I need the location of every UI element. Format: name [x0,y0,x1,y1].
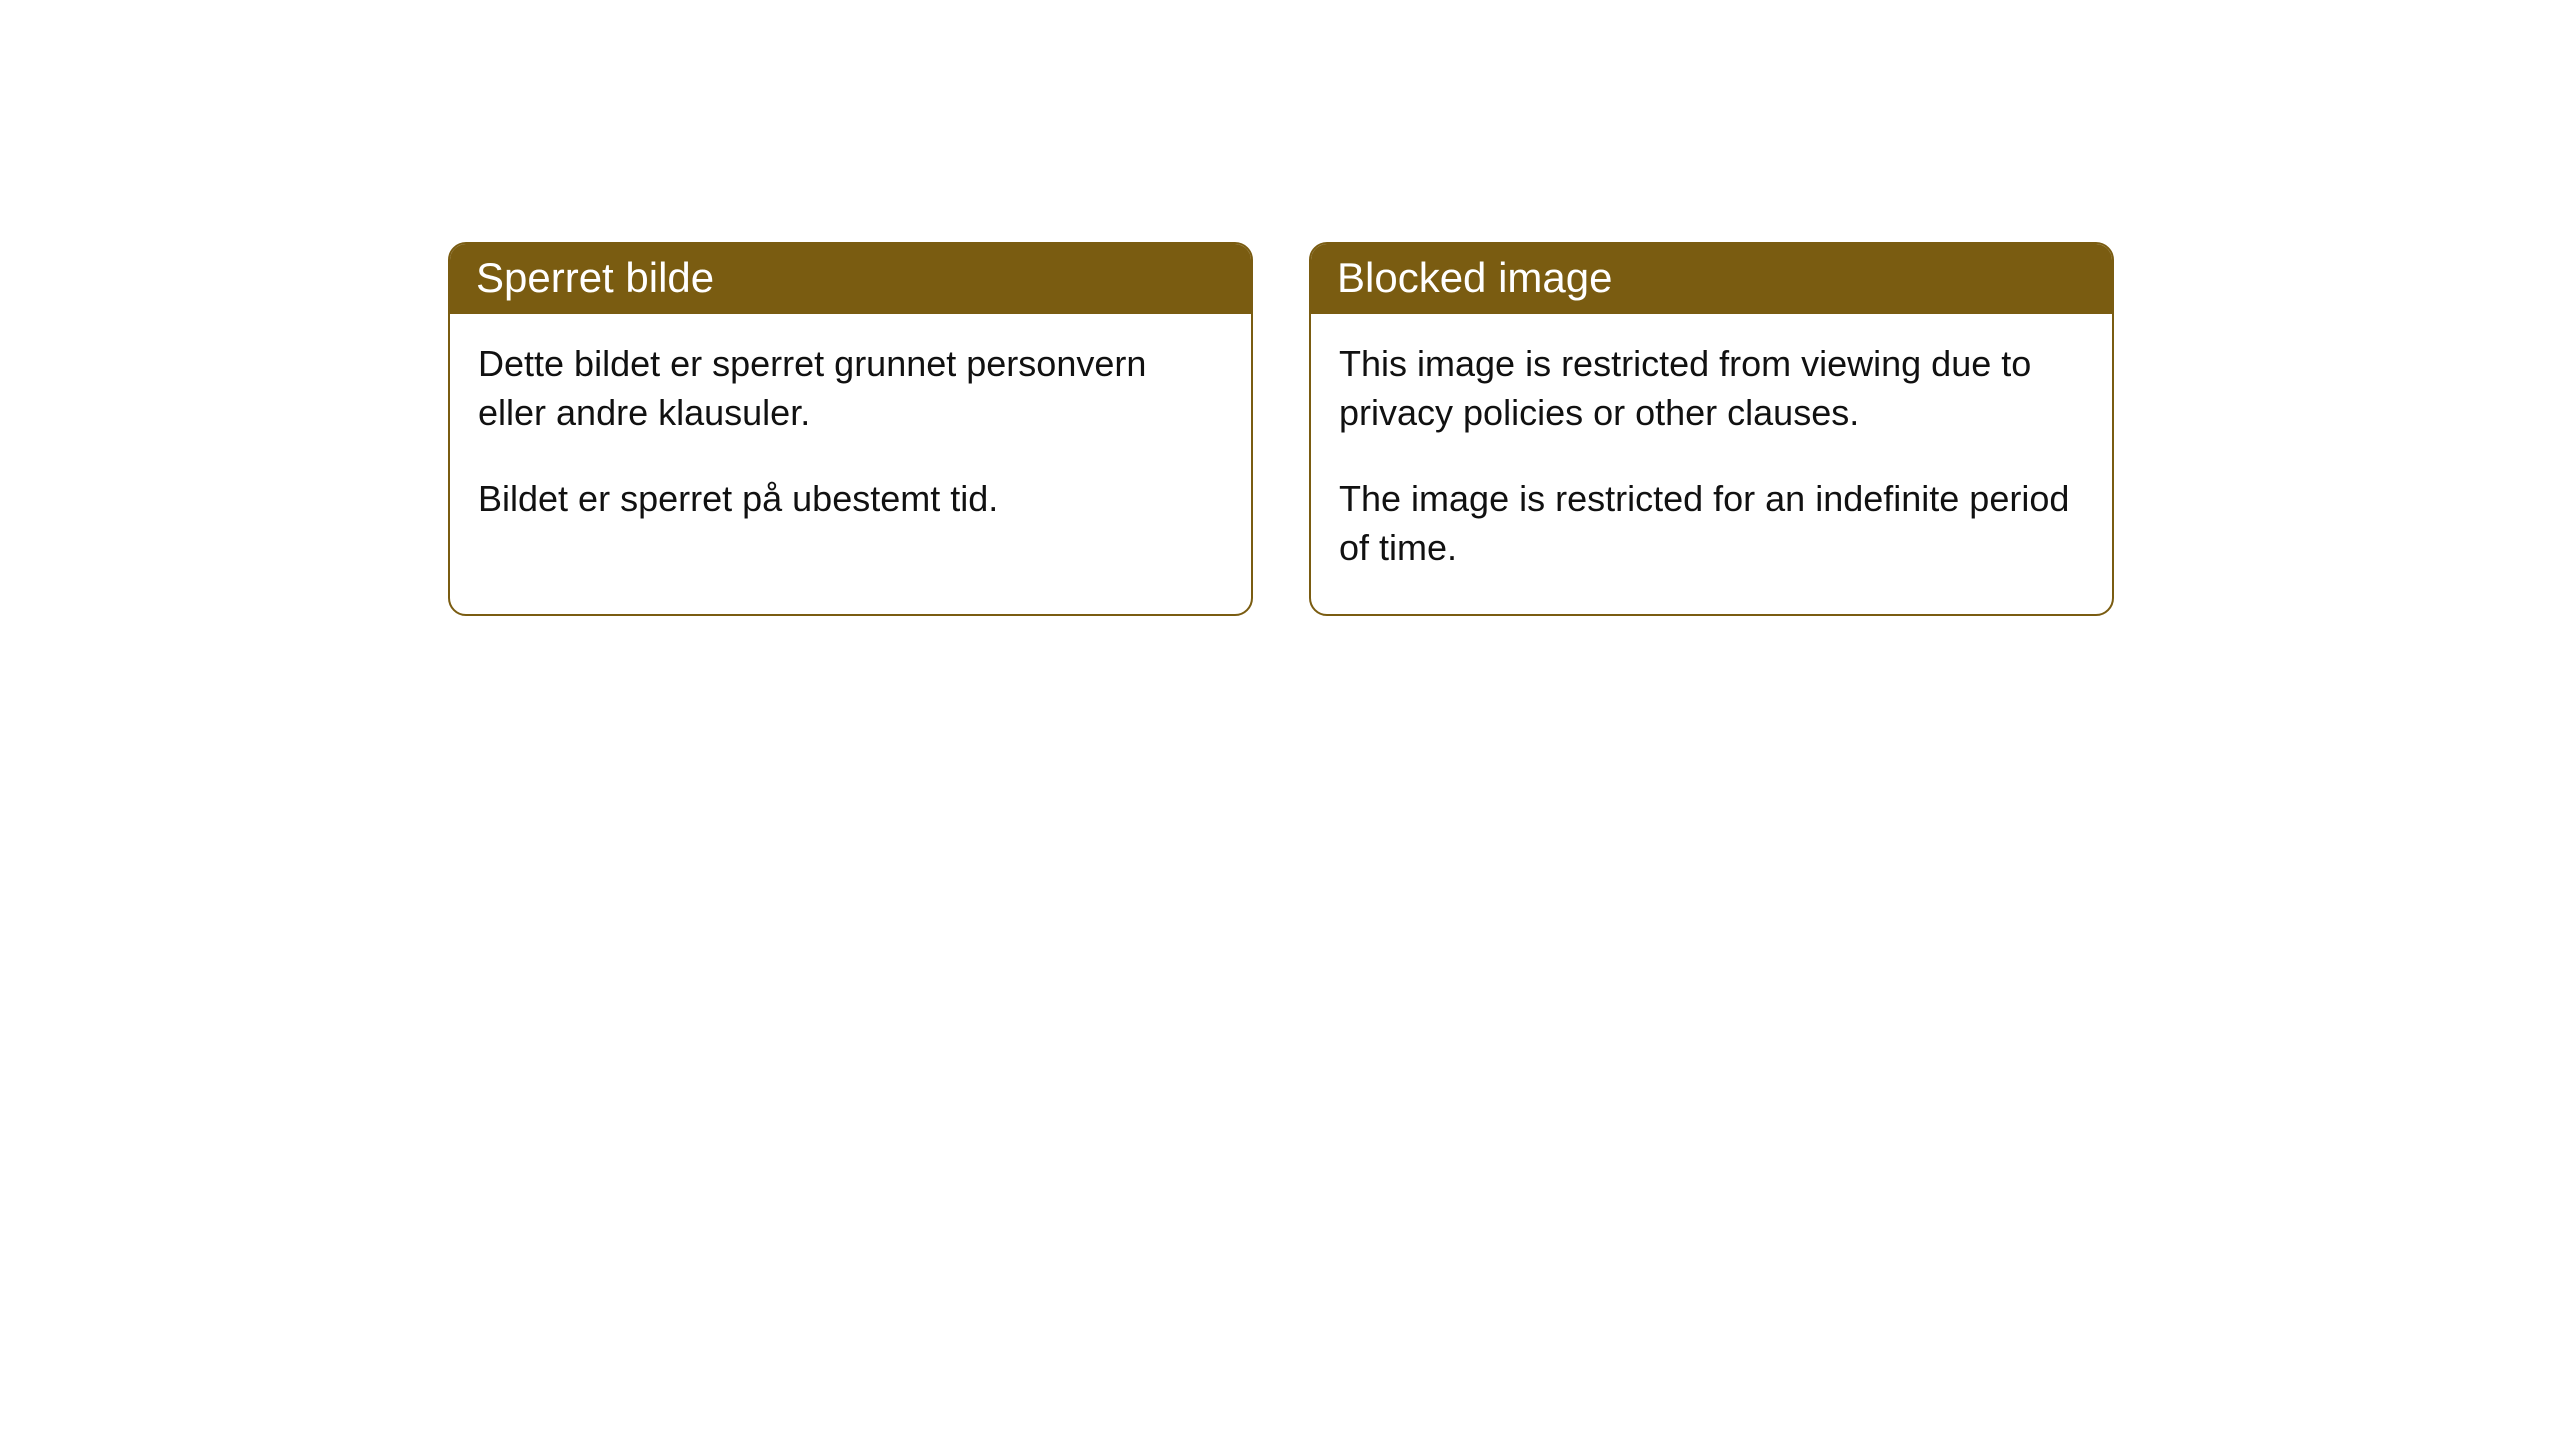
card-header: Sperret bilde [450,244,1251,314]
card-paragraph-1: Dette bildet er sperret grunnet personve… [478,340,1223,437]
card-header: Blocked image [1311,244,2112,314]
card-paragraph-2: Bildet er sperret på ubestemt tid. [478,475,1223,524]
card-body: This image is restricted from viewing du… [1311,314,2112,614]
notice-cards-container: Sperret bilde Dette bildet er sperret gr… [0,0,2560,616]
card-paragraph-1: This image is restricted from viewing du… [1339,340,2084,437]
card-body: Dette bildet er sperret grunnet personve… [450,314,1251,566]
card-paragraph-2: The image is restricted for an indefinit… [1339,475,2084,572]
notice-card-english: Blocked image This image is restricted f… [1309,242,2114,616]
notice-card-norwegian: Sperret bilde Dette bildet er sperret gr… [448,242,1253,616]
